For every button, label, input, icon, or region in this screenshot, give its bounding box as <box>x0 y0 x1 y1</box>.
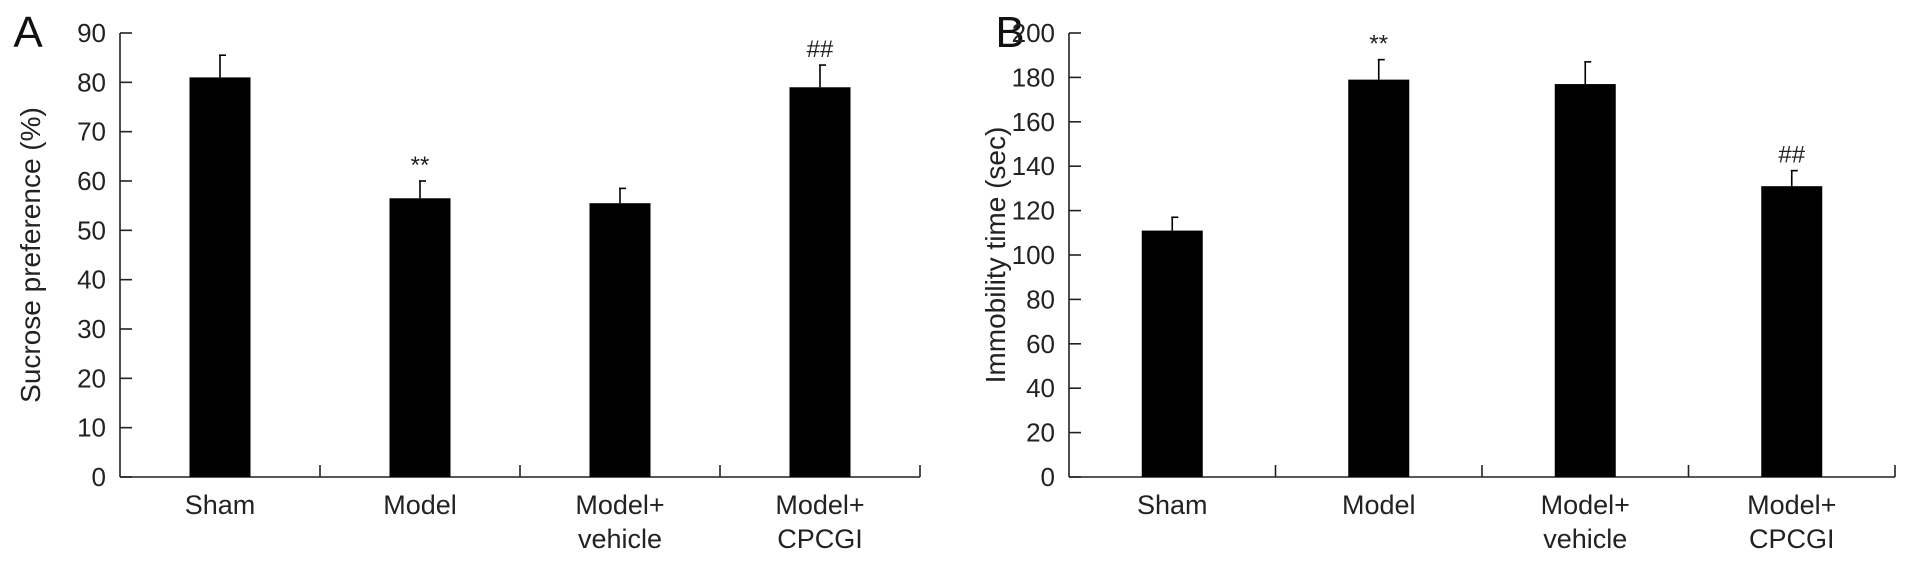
y-tick-label: 200 <box>1012 18 1055 48</box>
x-tick-label: Model+ <box>1747 490 1836 520</box>
panel-label: B <box>995 8 1024 57</box>
y-tick-label: 20 <box>77 363 106 393</box>
y-tick-label: 80 <box>1026 284 1055 314</box>
y-tick-label: 50 <box>77 215 106 245</box>
y-tick-label: 10 <box>77 413 106 443</box>
significance-mark: ** <box>1369 31 1388 58</box>
x-tick-label: Model <box>383 490 457 520</box>
chart-panel-a: A 0 10 20 30 40 50 60 70 80 90 Sucrose preference (… <box>13 8 921 554</box>
y-tick-label: 100 <box>1012 240 1055 270</box>
bar-3 <box>1761 186 1823 477</box>
y-tick-label: 70 <box>77 117 106 147</box>
y-tick-label: 40 <box>77 265 106 295</box>
x-tick-label: vehicle <box>1543 524 1627 554</box>
y-tick-label: 90 <box>77 18 106 48</box>
y-tick-label: 80 <box>77 67 106 97</box>
y-tick-label: 60 <box>1026 329 1055 359</box>
y-tick-label: 60 <box>77 166 106 196</box>
x-tick-label: Model <box>1342 490 1416 520</box>
y-tick-label: 0 <box>92 462 106 492</box>
x-tick-label: Sham <box>1137 490 1208 520</box>
bar-0 <box>1141 230 1203 477</box>
x-tick-label: CPCGI <box>1749 524 1835 554</box>
y-tick-label: 30 <box>77 314 106 344</box>
y-axis-label: Immobility time (sec) <box>980 127 1011 384</box>
panel-label: A <box>13 8 43 57</box>
x-tick-label: Sham <box>185 490 256 520</box>
y-tick-label: 20 <box>1026 418 1055 448</box>
y-tick-label: 0 <box>1041 462 1055 492</box>
significance-mark: ## <box>1778 142 1805 169</box>
bar-2 <box>589 203 651 477</box>
x-tick-label: Model+ <box>1541 490 1630 520</box>
bar-3 <box>789 87 851 478</box>
y-tick-label: 40 <box>1026 373 1055 403</box>
chart-panel-b: B 0 20 40 60 80 100 120 140 160 180 200 Immobility t… <box>980 8 1896 554</box>
bar-1 <box>1348 79 1410 478</box>
y-tick-label: 120 <box>1012 196 1055 226</box>
x-tick-label: vehicle <box>578 524 662 554</box>
x-tick-label: Model+ <box>775 490 864 520</box>
y-tick-label: 160 <box>1012 107 1055 137</box>
significance-mark: ** <box>411 152 430 179</box>
bar-0 <box>189 77 251 478</box>
x-tick-label: Model+ <box>575 490 664 520</box>
x-tick-label: CPCGI <box>777 524 863 554</box>
y-tick-label: 140 <box>1012 151 1055 181</box>
bar-1 <box>389 198 451 477</box>
significance-mark: ## <box>807 36 834 63</box>
y-tick-label: 180 <box>1012 62 1055 92</box>
bar-2 <box>1554 84 1616 477</box>
y-axis-label: Sucrose preference (%) <box>15 107 46 403</box>
